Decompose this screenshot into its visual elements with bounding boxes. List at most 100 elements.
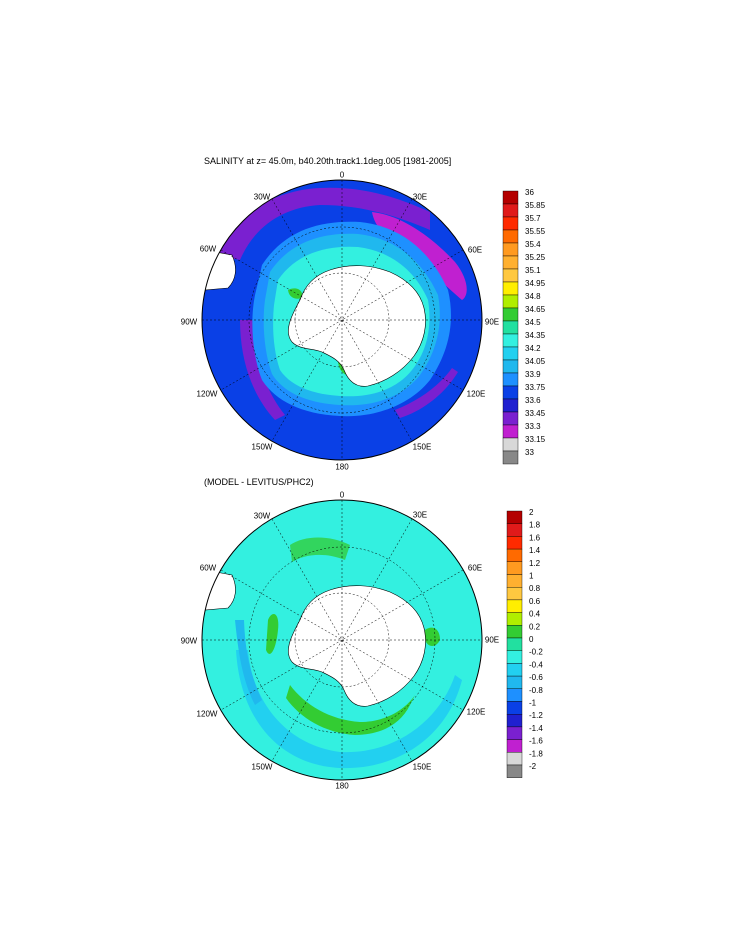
colorbar-swatch xyxy=(502,411,519,426)
colorbar-label: -1.8 xyxy=(529,749,543,758)
colorbar-swatch xyxy=(502,385,519,400)
colorbar-label: 33.15 xyxy=(525,435,546,444)
lon-label-150e: 150E xyxy=(412,442,432,452)
colorbar-swatch xyxy=(502,294,519,309)
colorbar-swatch xyxy=(502,268,519,283)
colorbar-swatch xyxy=(506,688,523,702)
lon-label-60e: 60E xyxy=(467,245,483,255)
low-salinity-streak-southeast xyxy=(395,368,458,418)
lon-label-90w: 90W xyxy=(180,317,198,327)
colorbar-label: 33.75 xyxy=(525,383,546,392)
colorbar-label: -0.8 xyxy=(529,686,543,695)
difference-map xyxy=(202,500,482,780)
colorbar-label: 34.5 xyxy=(525,318,541,327)
colorbar-label: 34.95 xyxy=(525,279,546,288)
lon-label-90e: 90E xyxy=(484,317,500,327)
lon-label-120w-diff: 120W xyxy=(196,709,218,719)
colorbar-label: 0.8 xyxy=(529,584,541,593)
colorbar-swatch xyxy=(506,625,523,639)
colorbar-label: 1.2 xyxy=(529,559,541,568)
lon-label-60e-diff: 60E xyxy=(467,563,483,573)
colorbar-label: 35.7 xyxy=(525,214,541,223)
colorbar-label: -0.2 xyxy=(529,648,543,657)
colorbar-swatch xyxy=(506,726,523,740)
lon-label-60w: 60W xyxy=(199,244,217,254)
colorbar-swatch xyxy=(502,437,519,452)
lon-label-120e-diff: 120E xyxy=(466,707,486,717)
colorbar-swatch xyxy=(502,450,519,465)
colorbar-swatch xyxy=(506,675,523,689)
colorbar-swatch xyxy=(502,424,519,439)
colorbar-swatch xyxy=(506,523,523,537)
colorbar-swatch xyxy=(506,764,523,778)
colorbar-label: 0 xyxy=(529,635,534,644)
graticule-diff xyxy=(202,500,482,780)
colorbar-label: 34.05 xyxy=(525,357,546,366)
colorbar-difference: 2 1.8 1.6 1.4 1.2 1 0.8 0.6 0.4 0.2 0 -0.2 -0.4 -0.6 -… xyxy=(506,508,543,778)
lon-label-120w: 120W xyxy=(196,389,218,399)
lon-label-30w-diff: 30W xyxy=(253,511,271,521)
colorbar-swatch xyxy=(506,510,523,524)
colorbar-swatch xyxy=(502,398,519,413)
panel-2-title: (MODEL - LEVITUS/PHC2) xyxy=(204,477,314,487)
colorbar-label: 36 xyxy=(525,188,534,197)
colorbar-label: 0.2 xyxy=(529,622,541,631)
colorbar-swatch xyxy=(506,714,523,728)
colorbar-swatch xyxy=(506,663,523,677)
colorbar-swatch xyxy=(506,548,523,562)
colorbar-label: 35.25 xyxy=(525,253,546,262)
low-salinity-band-west xyxy=(240,320,285,420)
lon-label-60w-diff: 60W xyxy=(199,563,217,573)
colorbar-swatch xyxy=(502,333,519,348)
colorbar-swatch xyxy=(502,346,519,361)
colorbar-label: 34.8 xyxy=(525,292,541,301)
colorbar-label: 35.55 xyxy=(525,227,546,236)
colorbar-label: -2 xyxy=(529,762,537,771)
lon-label-0: 0 xyxy=(339,170,345,180)
positive-anomaly-north xyxy=(290,537,350,562)
colorbar-swatch xyxy=(506,561,523,575)
colorbar-swatch xyxy=(502,229,519,244)
colorbar-label: -0.4 xyxy=(529,660,543,669)
lon-label-30w: 30W xyxy=(253,192,271,202)
colorbar-swatch xyxy=(502,320,519,335)
lon-label-150w: 150W xyxy=(251,442,273,452)
positive-anomaly-east xyxy=(425,627,440,646)
south-america-tip-diff xyxy=(204,569,236,611)
graticule xyxy=(202,180,482,460)
negative-anomaly-band xyxy=(236,650,462,769)
colorbar-swatch xyxy=(502,216,519,231)
colorbar-label: 34.35 xyxy=(525,331,546,340)
lon-label-30e: 30E xyxy=(412,192,428,202)
colorbar-label: 33.45 xyxy=(525,409,546,418)
colorbar-label: 0.4 xyxy=(529,610,541,619)
colorbar-label: -1.2 xyxy=(529,711,543,720)
low-salinity-band-north xyxy=(215,187,430,260)
colorbar-label: -1 xyxy=(529,699,537,708)
positive-anomaly-west-coast xyxy=(266,614,279,654)
lon-label-0-diff: 0 xyxy=(339,490,345,500)
colorbar-swatch xyxy=(506,637,523,651)
colorbar-label: 35.85 xyxy=(525,201,546,210)
colorbar-label: 33.6 xyxy=(525,396,541,405)
colorbar-label: 1.8 xyxy=(529,521,541,530)
colorbar-label: -1.4 xyxy=(529,724,543,733)
colorbar-label: 1 xyxy=(529,572,534,581)
colorbar-swatch xyxy=(506,650,523,664)
colorbar-label: 1.4 xyxy=(529,546,541,555)
map-border-1 xyxy=(201,179,483,461)
colorbar-swatch xyxy=(506,574,523,588)
map-border-2 xyxy=(201,499,483,781)
colorbar-swatch xyxy=(506,587,523,601)
lon-label-30e-diff: 30E xyxy=(412,510,428,520)
colorbar-label: 0.6 xyxy=(529,597,541,606)
colorbar-swatch xyxy=(502,359,519,374)
antarctica-landmass-diff xyxy=(288,585,426,707)
colorbar-label: 2 xyxy=(529,508,534,517)
colorbar-label: 34.65 xyxy=(525,305,546,314)
colorbar-swatch xyxy=(502,255,519,270)
colorbar-label: -1.6 xyxy=(529,737,543,746)
colorbar-label: 34.2 xyxy=(525,344,541,353)
positive-anomaly-south-belt xyxy=(286,685,415,735)
